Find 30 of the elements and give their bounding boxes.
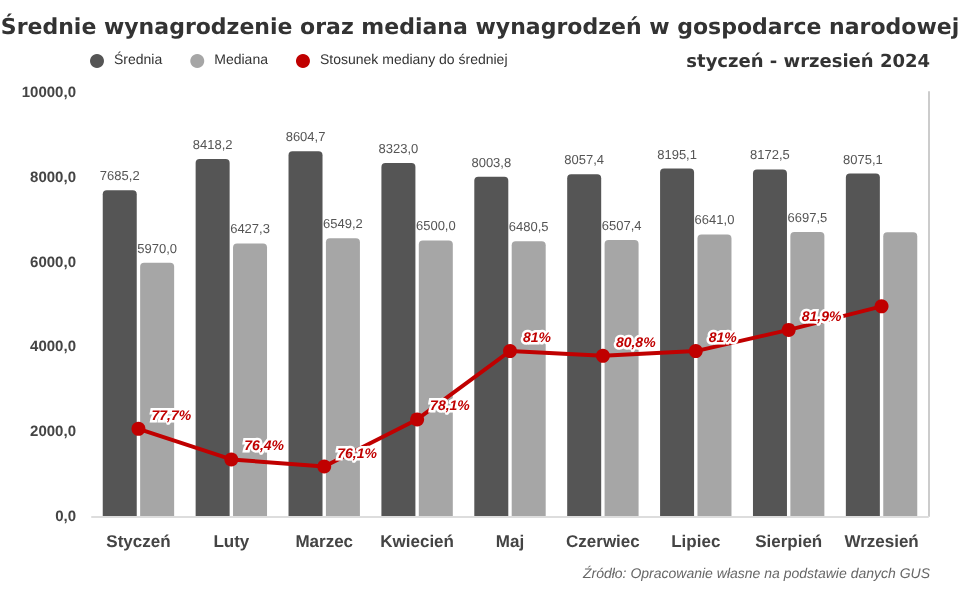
x-tick-label: Czerwiec <box>566 531 641 551</box>
x-tick-label: Kwiecień <box>380 531 454 551</box>
bar <box>288 151 323 516</box>
chart-subtitle: styczeń - wrzesień 2024 <box>686 51 930 73</box>
bar <box>752 169 787 516</box>
point <box>874 299 889 314</box>
bar <box>102 190 137 516</box>
bar <box>660 168 695 516</box>
x-tick-label: Sierpień <box>755 531 823 551</box>
point <box>503 344 517 359</box>
bar <box>567 174 602 516</box>
bar <box>883 232 918 516</box>
point <box>688 344 703 359</box>
point <box>781 322 796 337</box>
bar <box>845 173 880 516</box>
x-tick-label: Lipiec <box>671 531 721 551</box>
point <box>595 348 610 363</box>
bar <box>195 159 230 516</box>
point <box>317 459 332 474</box>
point <box>224 452 239 467</box>
bar <box>381 163 416 516</box>
chart-title: Średnie wynagrodzenie oraz mediana wynagrodzeń w gospodarce narodowej <box>0 12 960 40</box>
bar <box>474 176 509 516</box>
x-tick-label: Wrzesień <box>844 531 919 551</box>
x-tick-label: Luty <box>213 531 250 551</box>
x-tick-label: Marzec <box>295 531 354 551</box>
point <box>131 421 146 436</box>
point <box>410 412 425 427</box>
x-tick-label: Maj <box>495 531 525 551</box>
x-tick-label: Styczeń <box>106 531 171 551</box>
